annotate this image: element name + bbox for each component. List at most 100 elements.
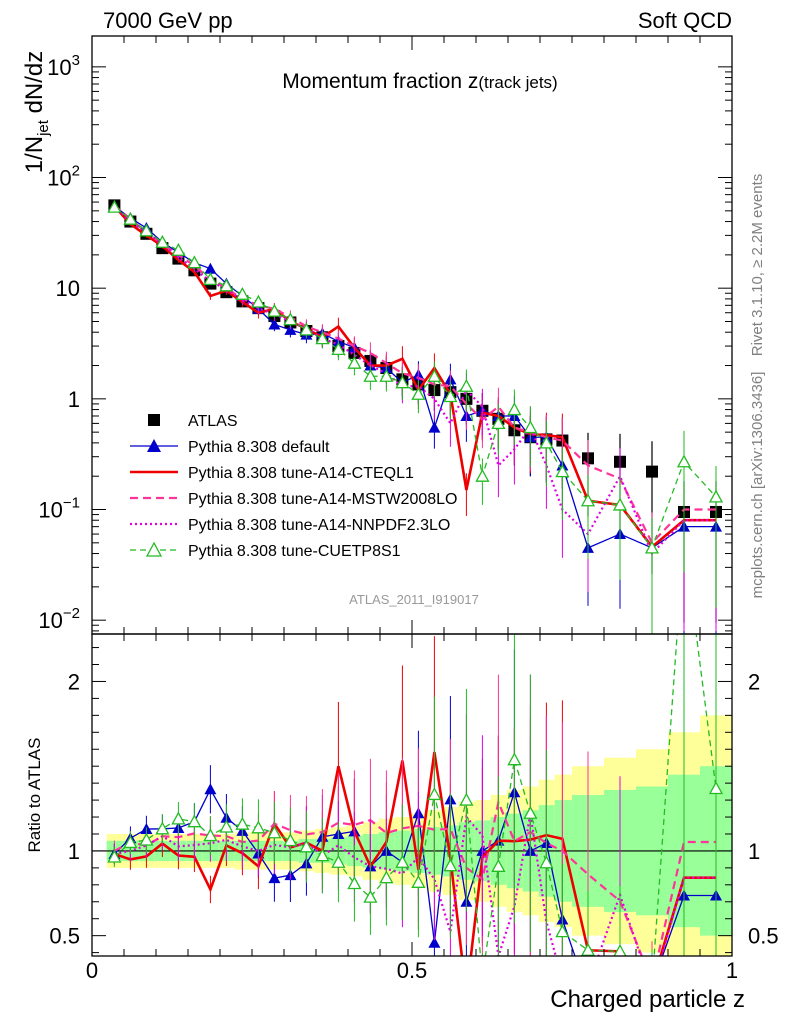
data-point	[284, 323, 297, 335]
series-line	[113, 204, 716, 545]
data-point	[395, 375, 410, 389]
data-point	[171, 242, 186, 256]
main-y-tick-label: 102	[47, 163, 80, 191]
legend-label: Pythia 8.308 tune-CUETP8S1	[188, 543, 401, 560]
data-point	[155, 234, 170, 248]
ratio-point	[139, 832, 154, 846]
ratio-point	[708, 781, 724, 795]
ratio-point	[107, 849, 122, 863]
ratio-point	[507, 752, 522, 766]
ratio-y-tick-label: 0.5	[49, 924, 80, 949]
data-point	[507, 402, 522, 416]
ratio-point	[379, 870, 394, 884]
main-y-axis-title-a: 1/N	[21, 136, 48, 173]
ratio-point	[523, 805, 538, 819]
ratio-y-tick-label: 1	[68, 839, 80, 864]
series-line	[113, 205, 716, 556]
ratio-point	[171, 811, 186, 825]
data-point	[491, 416, 506, 430]
main-y-tick-base: 10	[47, 55, 71, 80]
data-point	[459, 378, 474, 392]
main-y-tick-base: 10	[47, 166, 71, 191]
data-point	[612, 497, 628, 511]
data-point	[428, 421, 441, 433]
rivet-version-note: Rivet 3.1.10, ≥ 2.2M events	[749, 174, 766, 357]
main-y-tick-label: 103	[47, 52, 80, 80]
data-point	[219, 278, 234, 292]
main-y-tick-label: 10	[56, 276, 80, 301]
ratio-point	[315, 848, 330, 862]
legend-label: Pythia 8.308 tune-A14-MSTW2008LO	[188, 491, 457, 508]
main-y-tick-base: 1	[68, 387, 80, 412]
data-point	[283, 312, 298, 326]
main-series-group	[107, 199, 724, 634]
data-point	[676, 454, 692, 468]
legend-item-5: Pythia 8.308 tune-CUETP8S1	[130, 541, 401, 560]
data-point	[708, 489, 724, 503]
ratio-point	[363, 889, 378, 903]
ratio-point	[203, 828, 218, 842]
legend-label: Pythia 8.308 default	[188, 439, 330, 456]
main-y-tick-exponent: 3	[72, 52, 80, 69]
legend-marker	[148, 414, 160, 426]
data-point	[580, 493, 596, 507]
main-y-tick-label: 10−2	[38, 605, 80, 633]
ratio-point	[580, 942, 596, 956]
main-y-axis-title-sub: jet	[35, 119, 52, 137]
x-axis-title: Charged particle z	[550, 986, 745, 1013]
ratio-point	[411, 874, 426, 888]
ratio-point	[268, 872, 281, 884]
ratio-point	[187, 814, 202, 828]
main-y-tick-base: 10	[38, 608, 62, 633]
data-point	[139, 223, 154, 237]
data-point	[523, 420, 538, 434]
data-point	[363, 368, 378, 382]
data-point	[427, 368, 442, 382]
data-point	[443, 389, 458, 403]
data-point	[379, 368, 394, 382]
series-line	[113, 205, 716, 549]
ratio-point	[219, 819, 234, 833]
main-y-tick-base: 10	[56, 276, 80, 301]
legend-item-1: Pythia 8.308 default	[130, 439, 330, 456]
legend-item-4: Pythia 8.308 tune-A14-NNPDF2.3LO	[130, 517, 450, 534]
x-tick-label: 0	[86, 958, 98, 983]
ratio-point	[428, 936, 441, 948]
data-point	[411, 386, 426, 400]
ratio-line	[113, 798, 716, 956]
ratio-axis: 0.5 0.51 12 20 0.5 1	[49, 634, 779, 983]
main-y-tick-exponent: −1	[63, 495, 80, 512]
data-point	[331, 342, 346, 356]
ratio-point	[347, 876, 362, 890]
ratio-point	[123, 835, 138, 849]
data-point	[123, 211, 138, 225]
data-point	[251, 294, 266, 308]
ratio-plot-frame	[91, 633, 733, 957]
ratio-y-tick-label-right: 0.5	[748, 924, 779, 949]
data-point	[187, 255, 202, 269]
ratio-point	[443, 858, 458, 872]
legend-marker	[145, 541, 163, 557]
ratio-point	[491, 858, 506, 872]
legend-label: ATLAS	[188, 413, 238, 430]
plot-title-variable: z	[468, 70, 479, 93]
data-point	[315, 331, 330, 345]
ratio-line	[113, 634, 717, 956]
data-point	[268, 318, 281, 330]
ratio-point	[155, 821, 170, 835]
data-point	[267, 303, 282, 317]
ratio-point	[331, 854, 346, 868]
data-point	[204, 262, 217, 274]
ratio-point	[299, 839, 314, 853]
data-point	[299, 322, 314, 336]
data-point	[644, 540, 660, 554]
legend-item-2: Pythia 8.308 tune-A14-CTEQL1	[130, 465, 414, 482]
ratio-point	[427, 787, 442, 801]
plot-title-main: Momentum fraction	[282, 70, 468, 93]
main-y-tick-label: 10−1	[38, 495, 80, 523]
plot-title-subscript: (track jets)	[478, 73, 557, 92]
ratio-series-group	[107, 634, 724, 956]
legend-marker	[147, 439, 161, 452]
